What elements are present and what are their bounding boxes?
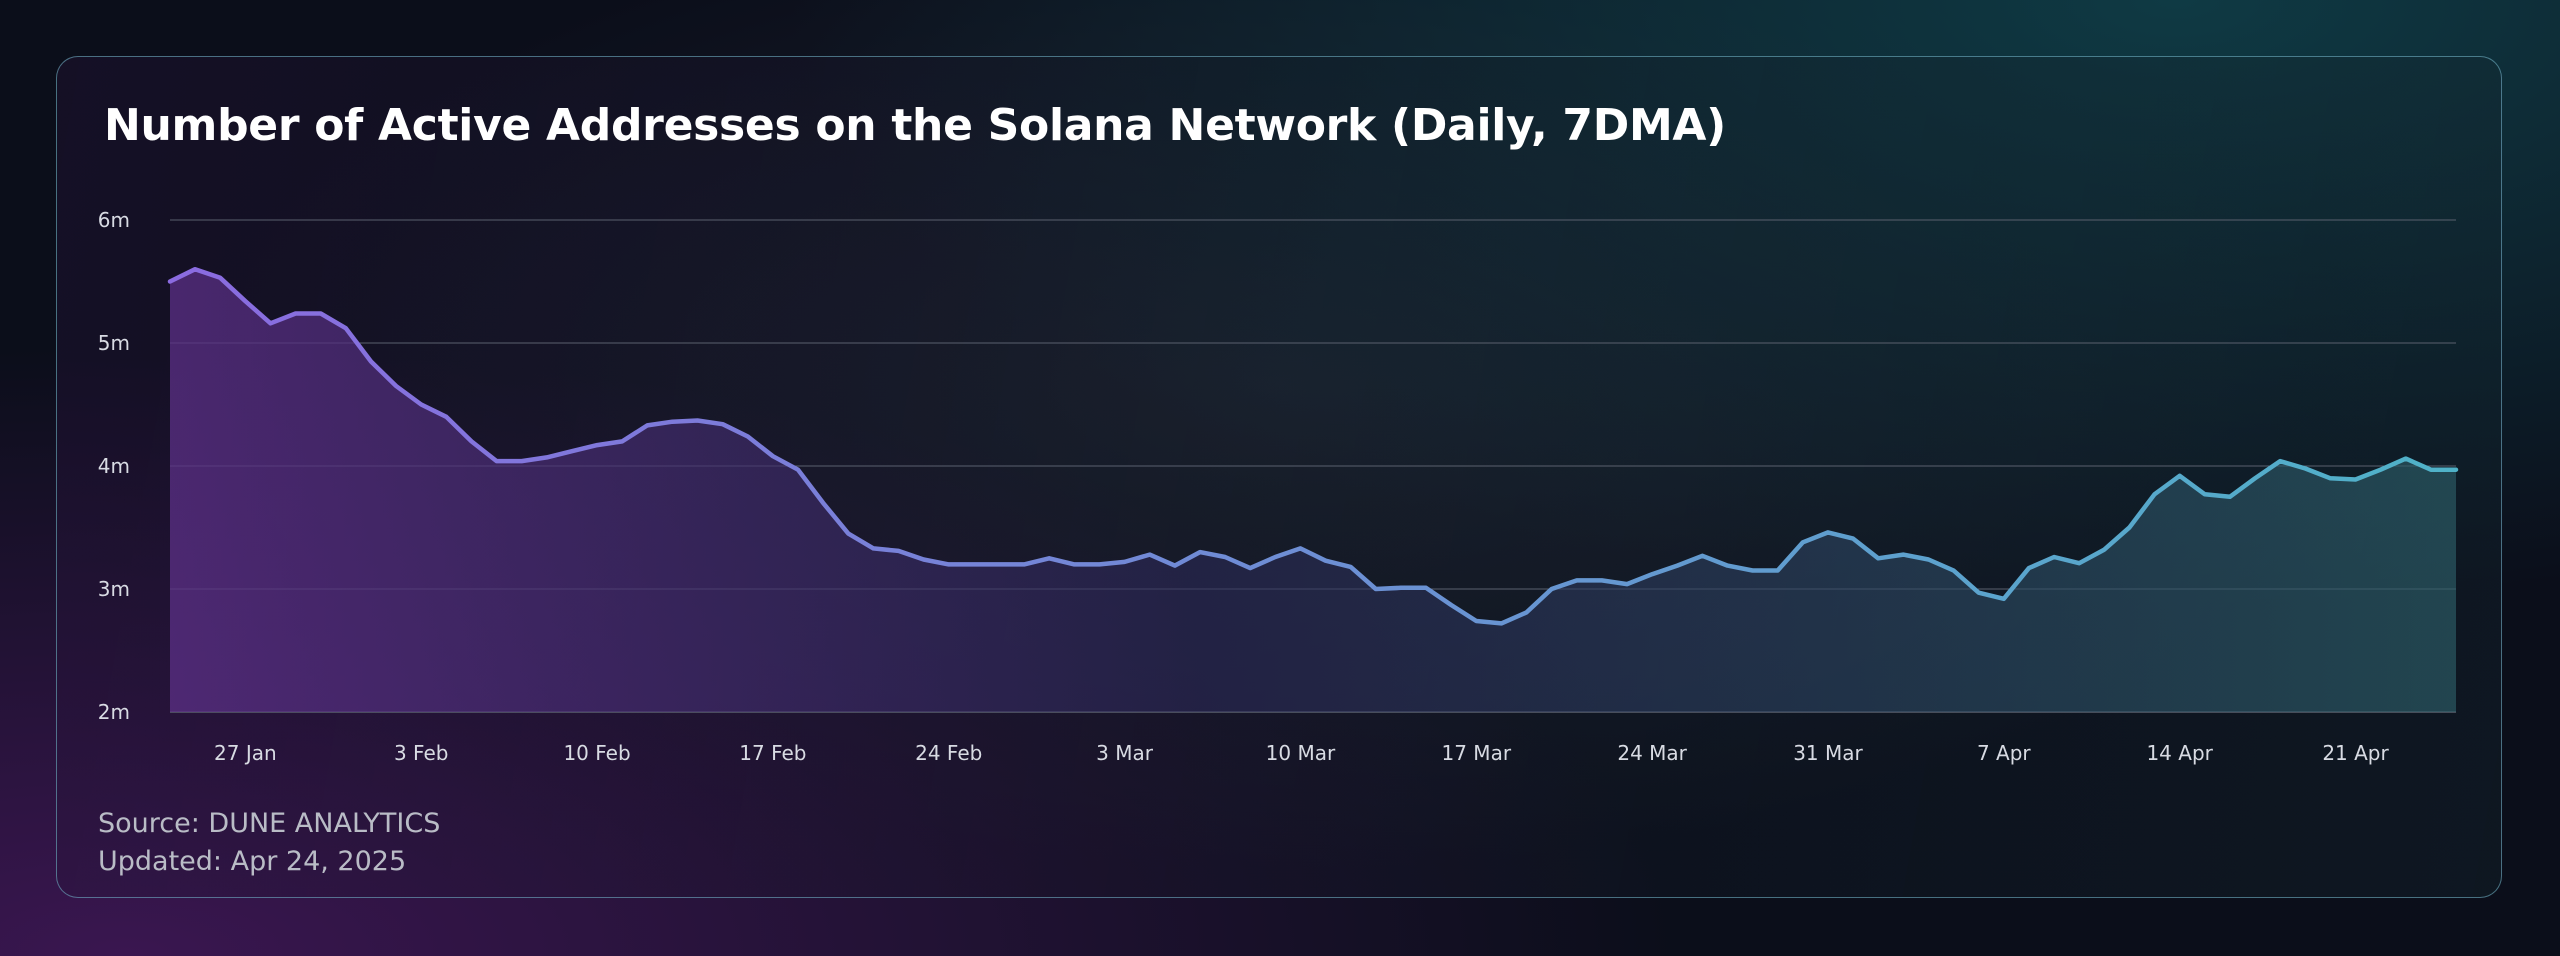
x-tick-label: 17 Mar [1442, 741, 1512, 765]
x-tick-label: 31 Mar [1793, 741, 1863, 765]
x-tick-label: 24 Mar [1617, 741, 1687, 765]
x-tick-label: 10 Mar [1266, 741, 1336, 765]
source-label: Source: DUNE ANALYTICS [98, 808, 441, 839]
y-tick-label: 4m [98, 454, 130, 478]
series-line [167, 266, 2459, 626]
y-tick-label: 2m [98, 700, 130, 724]
x-tick-label: 21 Apr [2322, 741, 2389, 765]
chart-title: Number of Active Addresses on the Solana… [104, 100, 1726, 151]
x-tick-label: 3 Feb [394, 741, 449, 765]
x-tick-label: 24 Feb [915, 741, 982, 765]
x-tick-label: 17 Feb [739, 741, 806, 765]
x-tick-label: 27 Jan [214, 741, 277, 765]
x-tick-label: 3 Mar [1096, 741, 1154, 765]
updated-label: Updated: Apr 24, 2025 [98, 846, 407, 877]
x-tick-label: 10 Feb [563, 741, 630, 765]
series-area [170, 269, 2456, 712]
y-tick-label: 6m [98, 208, 130, 232]
x-tick-label: 14 Apr [2146, 741, 2213, 765]
x-tick-label: 7 Apr [1977, 741, 2031, 765]
y-tick-label: 5m [98, 331, 130, 355]
y-tick-label: 3m [98, 577, 130, 601]
